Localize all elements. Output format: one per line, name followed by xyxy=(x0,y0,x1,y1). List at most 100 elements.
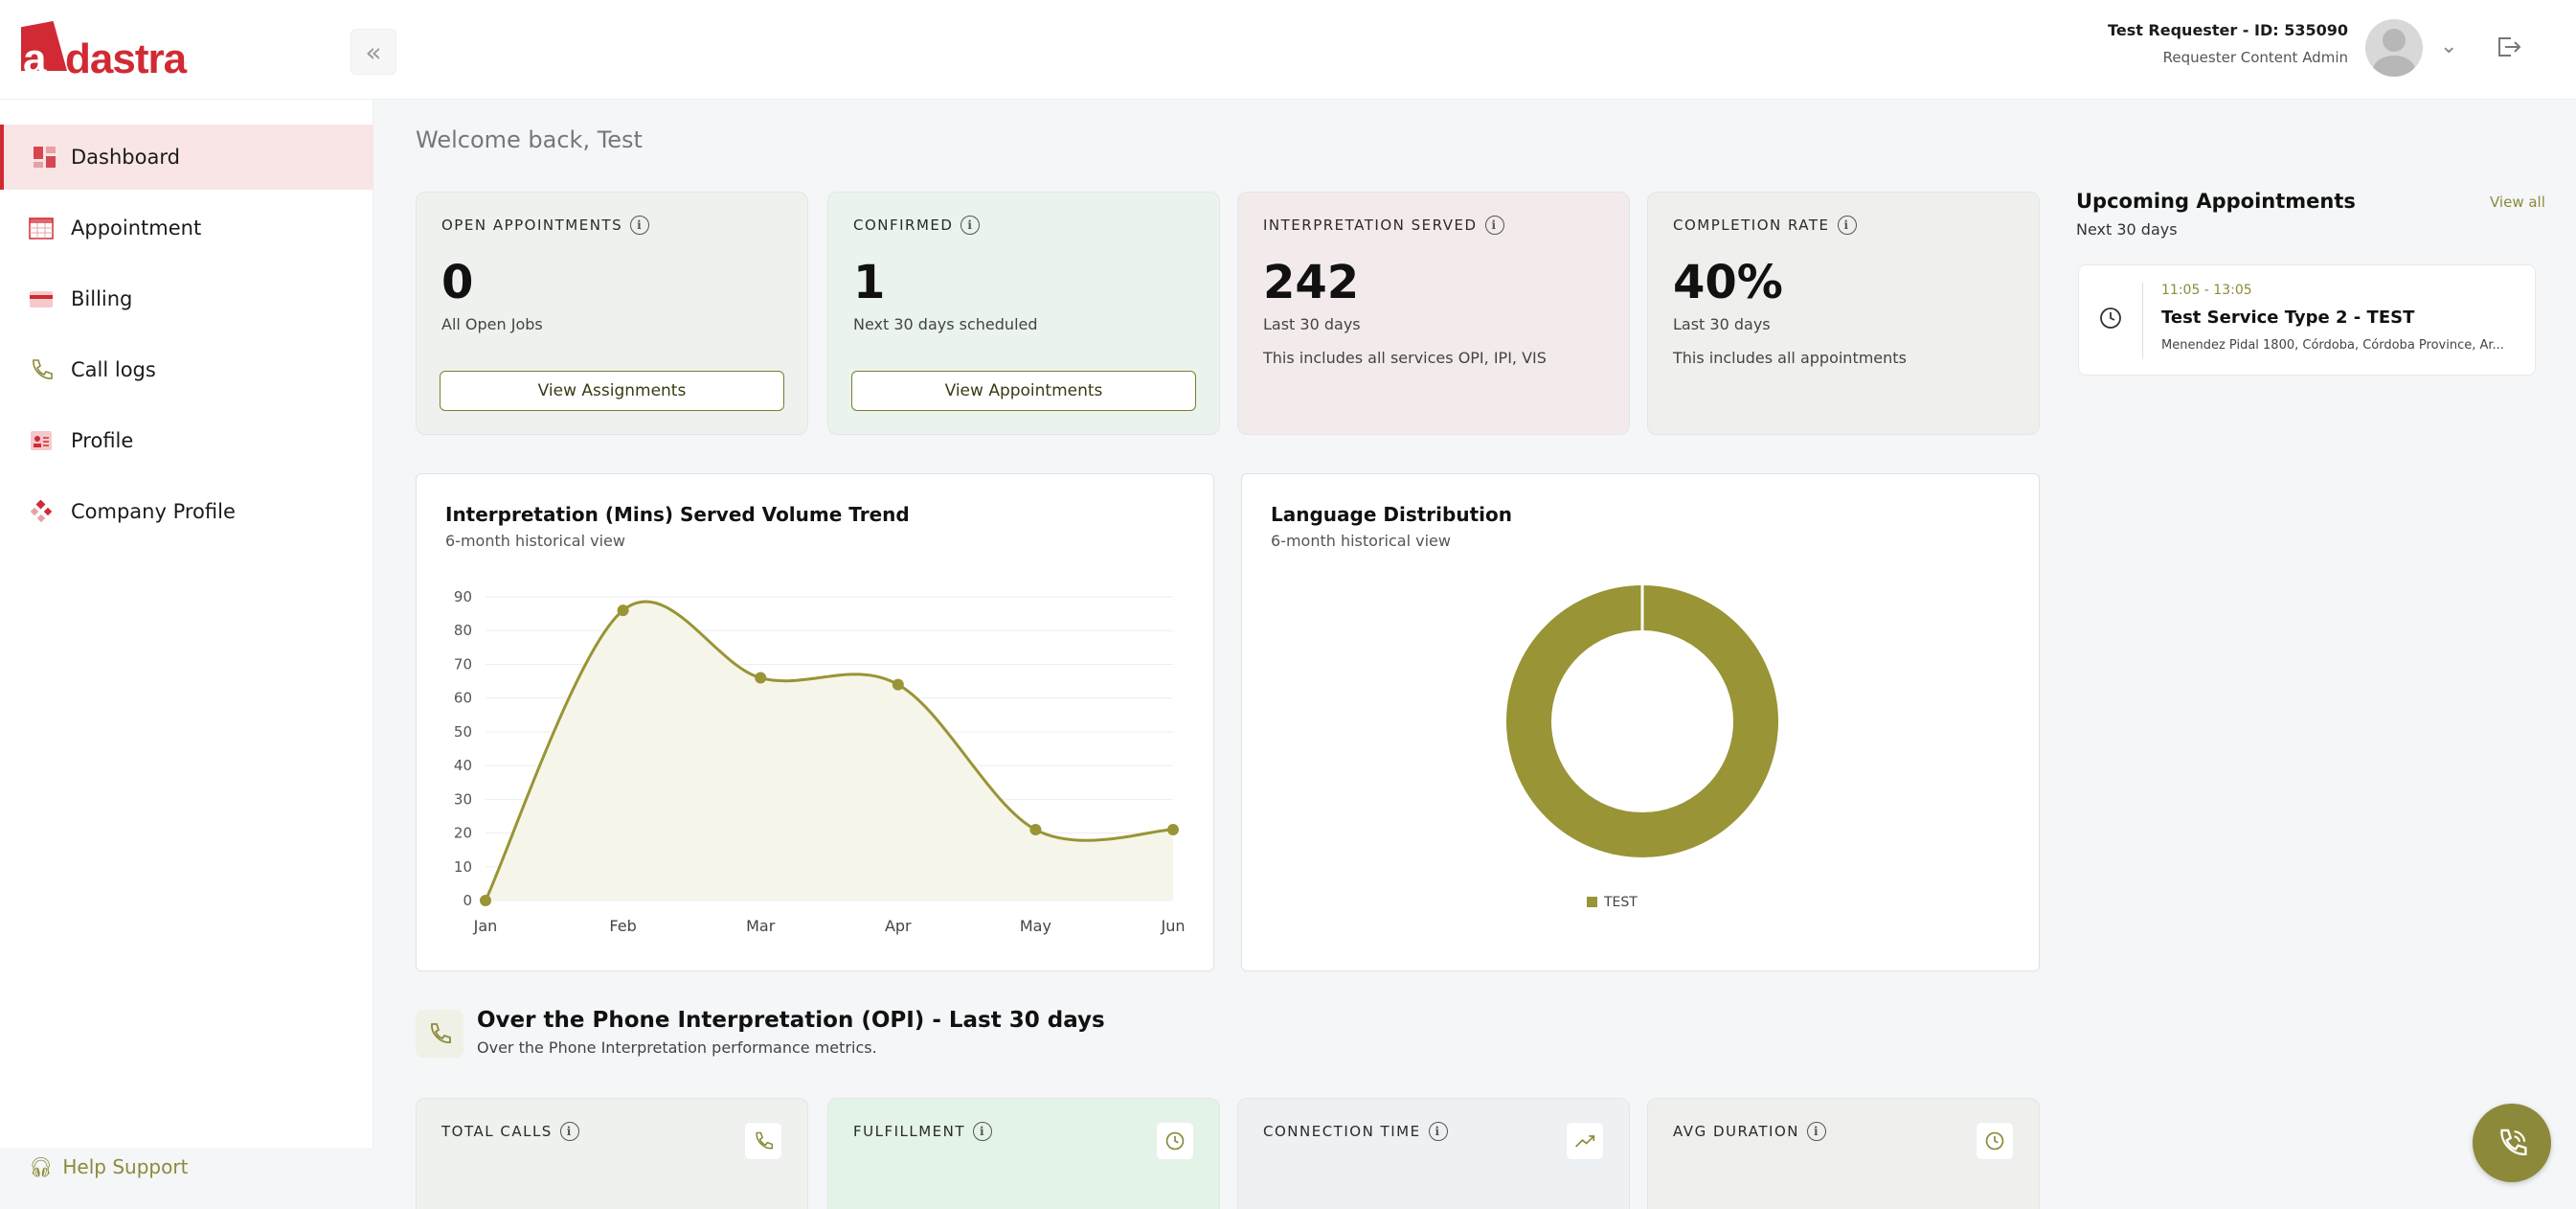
y-tick-label: 40 xyxy=(454,757,472,774)
info-icon[interactable]: i xyxy=(630,216,650,235)
phone-icon xyxy=(33,359,53,379)
card-label-text: CONFIRMED xyxy=(853,217,954,234)
user-name: Test Requester - ID: 535090 xyxy=(2108,21,2348,39)
legend-label: TEST xyxy=(1603,895,1638,910)
x-tick-label: Jun xyxy=(1161,917,1186,935)
info-icon[interactable]: i xyxy=(1484,216,1504,235)
sidebar-item-label: Billing xyxy=(71,287,133,310)
phone-call-icon xyxy=(2500,1129,2527,1155)
panel-subtitle: 6-month historical view xyxy=(445,532,625,550)
opi-title: Over the Phone Interpretation (OPI) - La… xyxy=(477,1008,1105,1033)
language-donut-chart: TEST xyxy=(1506,585,1778,910)
area-fill xyxy=(486,601,1173,901)
card-value: 40% xyxy=(1673,256,1783,309)
y-tick-label: 90 xyxy=(454,588,472,605)
clock-icon xyxy=(1976,1122,2014,1160)
call-fab-button[interactable] xyxy=(2473,1104,2551,1182)
clock-icon xyxy=(2100,308,2121,329)
card-label-text: OPEN APPOINTMENTS xyxy=(441,217,623,234)
sidebar-item-billing[interactable]: Billing xyxy=(0,266,373,331)
info-icon[interactable]: i xyxy=(1837,216,1857,235)
logo-rest: dastra xyxy=(65,35,187,82)
card-label-text: INTERPRETATION SERVED xyxy=(1263,217,1478,234)
card-label: INTERPRETATION SERVED i xyxy=(1263,216,1604,235)
dashboard-icon xyxy=(34,147,56,168)
y-tick-label: 70 xyxy=(454,655,472,673)
view-assignments-button[interactable]: View Assignments xyxy=(440,371,784,411)
adastra-logo[interactable]: a dastra xyxy=(21,21,190,82)
user-role: Requester Content Admin xyxy=(2162,49,2348,66)
card-subtext: Last 30 days xyxy=(1673,315,1771,333)
interpretation-served-card: INTERPRETATION SERVED i 242 Last 30 days … xyxy=(1237,192,1630,435)
appointment-time: 11:05 - 13:05 xyxy=(2161,283,2252,298)
open-appointments-card: OPEN APPOINTMENTS i 0 All Open Jobs View … xyxy=(416,192,808,435)
collapse-sidebar-button[interactable]: « xyxy=(350,29,396,75)
user-info: Test Requester - ID: 535090 Requester Co… xyxy=(2108,21,2348,66)
info-icon[interactable]: i xyxy=(1807,1122,1827,1141)
sidebar-item-label: Call logs xyxy=(71,358,156,381)
sidebar-item-dashboard[interactable]: Dashboard xyxy=(0,125,373,190)
card-label: FULFILLMENT i xyxy=(853,1122,1194,1141)
appointment-name: Test Service Type 2 - TEST xyxy=(2161,308,2415,328)
avatar[interactable] xyxy=(2365,19,2423,77)
sidebar-item-label: Appointment xyxy=(71,217,202,240)
chevron-down-icon[interactable]: ⌄ xyxy=(2440,34,2458,58)
y-tick-label: 50 xyxy=(454,723,472,741)
logout-icon[interactable] xyxy=(2494,33,2522,61)
sidebar-item-label: Company Profile xyxy=(71,500,236,523)
completion-rate-card: COMPLETION RATE i 40% Last 30 days This i… xyxy=(1647,192,2040,435)
info-icon[interactable]: i xyxy=(1428,1122,1448,1141)
sidebar-item-company-profile[interactable]: Company Profile xyxy=(0,479,373,544)
card-subtext: Last 30 days xyxy=(1263,315,1361,333)
view-all-link[interactable]: View all xyxy=(2490,194,2545,211)
phone-icon xyxy=(431,1023,451,1043)
donut-slice xyxy=(1506,585,1778,857)
card-label-text: COMPLETION RATE xyxy=(1673,217,1830,234)
logo-first-letter: a xyxy=(23,35,47,82)
avg-duration-card: AVG DURATION i xyxy=(1647,1098,2040,1209)
card-label-text: FULFILLMENT xyxy=(853,1123,966,1140)
company-icon xyxy=(30,500,53,523)
opi-subtitle: Over the Phone Interpretation performanc… xyxy=(477,1038,877,1057)
card-label: OPEN APPOINTMENTS i xyxy=(441,216,782,235)
total-calls-card: TOTAL CALLS i xyxy=(416,1098,808,1209)
volume-trend-panel: Interpretation (Mins) Served Volume Tren… xyxy=(416,473,1214,971)
divider xyxy=(2142,283,2143,359)
info-icon[interactable]: i xyxy=(973,1122,993,1141)
avatar-head xyxy=(2383,29,2406,52)
info-icon[interactable]: i xyxy=(559,1122,579,1141)
panel-title: Interpretation (Mins) Served Volume Tren… xyxy=(445,503,910,526)
appointment-card[interactable]: 11:05 - 13:05 Test Service Type 2 - TEST… xyxy=(2078,264,2536,376)
phone-icon xyxy=(744,1122,782,1160)
help-support-link[interactable]: 🎧︎ Help Support xyxy=(29,1155,188,1178)
y-tick-label: 30 xyxy=(454,790,472,808)
card-subtext: All Open Jobs xyxy=(441,315,543,333)
x-tick-label: Apr xyxy=(885,917,912,935)
data-point xyxy=(1029,824,1042,836)
volume-trend-chart: 0 10 20 30 40 50 60 70 80 90 Jan Feb Mar Apr May Jun xyxy=(454,588,1186,935)
view-appointments-button[interactable]: View Appointments xyxy=(851,371,1196,411)
confirmed-card: CONFIRMED i 1 Next 30 days scheduled View… xyxy=(827,192,1220,435)
card-label-text: CONNECTION TIME xyxy=(1263,1123,1421,1140)
sidebar-item-appointment[interactable]: Appointment xyxy=(0,195,373,261)
panel-subtitle: 6-month historical view xyxy=(1271,532,1451,550)
upcoming-title: Upcoming Appointments xyxy=(2076,190,2356,213)
card-label: CONNECTION TIME i xyxy=(1263,1122,1604,1141)
sidebar: Dashboard Appointment Billing Call logs … xyxy=(0,100,373,1148)
top-bar: a dastra « Test Requester - ID: 535090 R… xyxy=(0,0,2576,100)
sidebar-item-profile[interactable]: Profile xyxy=(0,408,373,473)
y-tick-label: 60 xyxy=(454,690,472,707)
card-subtext: Next 30 days scheduled xyxy=(853,315,1038,333)
sidebar-item-call-logs[interactable]: Call logs xyxy=(0,337,373,402)
sidebar-item-label: Dashboard xyxy=(71,146,180,169)
billing-icon xyxy=(30,291,53,308)
y-tick-label: 10 xyxy=(454,858,472,876)
y-tick-label: 0 xyxy=(463,892,472,909)
info-icon[interactable]: i xyxy=(960,216,981,235)
data-point xyxy=(755,672,767,684)
language-distribution-panel: Language Distribution 6-month historical… xyxy=(1241,473,2040,971)
fulfillment-card: FULFILLMENT i xyxy=(827,1098,1220,1209)
appointment-address: Menendez Pidal 1800, Córdoba, Córdoba Pr… xyxy=(2161,338,2504,353)
data-point xyxy=(1167,824,1179,836)
data-point xyxy=(480,895,491,906)
